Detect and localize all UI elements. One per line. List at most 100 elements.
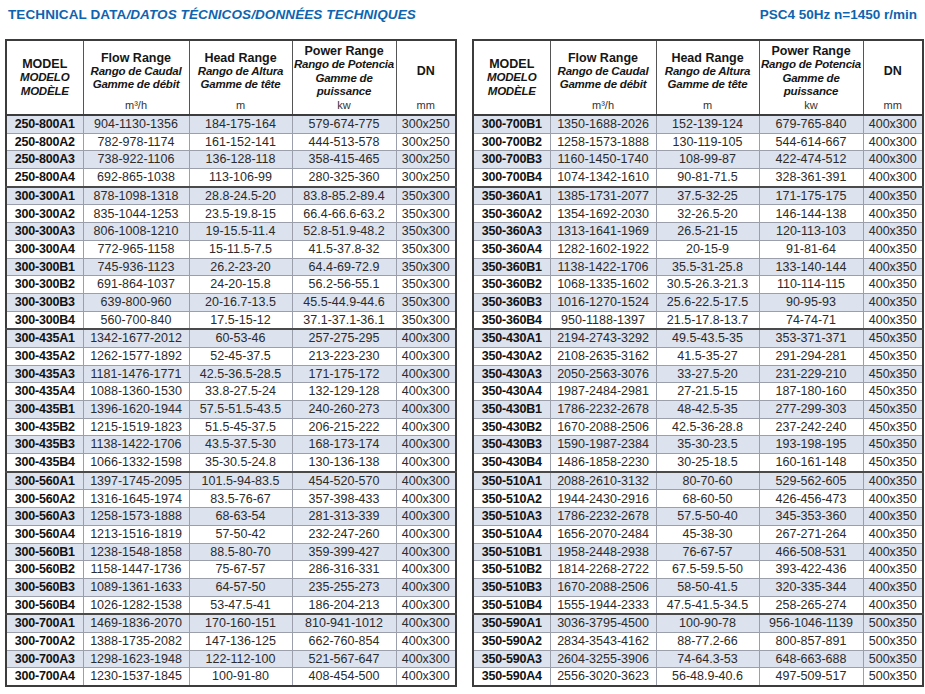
flow-cell: 772-965-1158 bbox=[83, 240, 189, 258]
power-cell: 232-247-260 bbox=[292, 525, 396, 543]
head-column-header: Head Range Rango de Altura Gamme de tête… bbox=[189, 40, 292, 115]
flow-cell: 692-865-1038 bbox=[83, 169, 189, 187]
dn-cell: 300x250 bbox=[396, 169, 456, 187]
power-cell: 291-294-281 bbox=[759, 347, 863, 365]
dn-cell: 450x350 bbox=[863, 383, 923, 401]
power-cell: 74-74-71 bbox=[759, 311, 863, 329]
flow-cell: 1354-1692-2030 bbox=[550, 205, 656, 223]
dn-cell: 400x350 bbox=[863, 187, 923, 205]
model-cell: 300-560A4 bbox=[6, 525, 83, 543]
table-row: 300-560B11238-1548-185888.5-80-70359-399… bbox=[6, 543, 456, 561]
power-cell: 168-173-174 bbox=[292, 436, 396, 454]
table-row: 350-430A22108-2635-316241.5-35-27291-294… bbox=[473, 347, 923, 365]
table-row: 350-360B31016-1270-152425.6-22.5-17.590-… bbox=[473, 293, 923, 311]
page-title: TECHNICAL DATA/DATOS TÉCNICOS/DONNÉES TE… bbox=[8, 7, 416, 22]
power-cell: 146-144-138 bbox=[759, 205, 863, 223]
power-cell: 235-255-273 bbox=[292, 578, 396, 596]
dn-cell: 400x300 bbox=[396, 347, 456, 365]
page-header: TECHNICAL DATA/DATOS TÉCNICOS/DONNÉES TE… bbox=[0, 0, 925, 22]
power-cell: 444-513-578 bbox=[292, 133, 396, 151]
power-cell: 90-95-93 bbox=[759, 293, 863, 311]
dn-cell: 350x300 bbox=[396, 276, 456, 294]
power-column-header: Power Range Rango de Potencia Gamme de p… bbox=[759, 40, 863, 115]
table-row: 350-510B11958-2448-293876-67-57466-508-5… bbox=[473, 543, 923, 561]
table-row: 350-590A32604-3255-390674-64.3-53648-663… bbox=[473, 650, 923, 668]
head-cell: 68-60-50 bbox=[656, 490, 759, 508]
head-cell: 49.5-43.5-35 bbox=[656, 329, 759, 347]
flow-cell: 950-1188-1397 bbox=[550, 311, 656, 329]
model-cell: 300-700B2 bbox=[473, 133, 550, 151]
flow-header-fr: Gamme de débit bbox=[551, 78, 656, 91]
table-row: 350-510B21814-2268-272267.5-59.5-50393-4… bbox=[473, 561, 923, 579]
table-row: 350-360A21354-1692-203032-26.5-20146-144… bbox=[473, 205, 923, 223]
table-row: 300-560A21316-1645-197483.5-76-67357-398… bbox=[6, 490, 456, 508]
model-cell: 300-700A3 bbox=[6, 650, 83, 668]
power-cell: 679-765-840 bbox=[759, 115, 863, 133]
power-cell: 52.8-51.9-48.2 bbox=[292, 223, 396, 241]
table-row: 300-560B31089-1361-163364-57-50235-255-2… bbox=[6, 578, 456, 596]
model-cell: 300-435B4 bbox=[6, 454, 83, 472]
model-cell: 350-590A3 bbox=[473, 650, 550, 668]
dn-cell: 400x300 bbox=[396, 365, 456, 383]
head-cell: 67.5-59.5-50 bbox=[656, 561, 759, 579]
flow-cell: 1258-1573-1888 bbox=[83, 508, 189, 526]
flow-cell: 1313-1641-1969 bbox=[550, 223, 656, 241]
dn-column-header: DN mm bbox=[396, 40, 456, 115]
head-cell: 100-91-80 bbox=[189, 668, 292, 686]
head-cell: 100-90-78 bbox=[656, 614, 759, 632]
head-cell: 19-15.5-11.4 bbox=[189, 223, 292, 241]
model-header-fr: MODÈLE bbox=[7, 85, 83, 98]
head-cell: 20-16.7-13.5 bbox=[189, 293, 292, 311]
table-row: 300-300B4560-700-84017.5-15-1237.1-37.1-… bbox=[6, 311, 456, 329]
dn-cell: 400x300 bbox=[396, 614, 456, 632]
flow-cell: 1396-1620-1944 bbox=[83, 401, 189, 419]
flow-cell: 1158-1447-1736 bbox=[83, 561, 189, 579]
model-cell: 350-360A2 bbox=[473, 205, 550, 223]
table-row: 350-430B41486-1858-223030-25-18.5160-161… bbox=[473, 454, 923, 472]
power-header-es: Rango de Potencia bbox=[760, 58, 863, 71]
dn-cell: 500x350 bbox=[863, 650, 923, 668]
table-row: 300-700A41230-1537-1845100-91-80408-454-… bbox=[6, 668, 456, 686]
table-row: 300-700B31160-1450-1740108-99-87422-474-… bbox=[473, 151, 923, 169]
dn-cell: 450x350 bbox=[863, 418, 923, 436]
power-cell: 529-562-605 bbox=[759, 472, 863, 490]
head-cell: 108-99-87 bbox=[656, 151, 759, 169]
model-cell: 350-430B1 bbox=[473, 401, 550, 419]
dn-cell: 400x350 bbox=[863, 543, 923, 561]
model-cell: 350-510A3 bbox=[473, 508, 550, 526]
flow-unit: m³/h bbox=[84, 99, 189, 112]
flow-cell: 1388-1735-2082 bbox=[83, 632, 189, 650]
table-row: 300-435B21215-1519-182351.5-45-37.5206-2… bbox=[6, 418, 456, 436]
power-cell: 45.5-44.9-44.6 bbox=[292, 293, 396, 311]
head-cell: 52-45-37.5 bbox=[189, 347, 292, 365]
flow-cell: 1656-2070-2484 bbox=[550, 525, 656, 543]
dn-header: DN bbox=[864, 64, 923, 78]
power-cell: 193-198-195 bbox=[759, 436, 863, 454]
table-row: 350-510A21944-2430-291668-60-50426-456-4… bbox=[473, 490, 923, 508]
dn-cell: 400x300 bbox=[396, 632, 456, 650]
table-row: 300-700B21258-1573-1888130-119-105544-61… bbox=[473, 133, 923, 151]
flow-header-es: Rango de Caudal bbox=[84, 65, 189, 78]
flow-cell: 560-700-840 bbox=[83, 311, 189, 329]
flow-cell: 1088-1360-1530 bbox=[83, 383, 189, 401]
dn-cell: 400x350 bbox=[863, 561, 923, 579]
flow-cell: 806-1008-1210 bbox=[83, 223, 189, 241]
table-row: 250-800A3738-922-1106136-128-118358-415-… bbox=[6, 151, 456, 169]
flow-cell: 1397-1745-2095 bbox=[83, 472, 189, 490]
dn-cell: 400x300 bbox=[396, 525, 456, 543]
dn-cell: 400x350 bbox=[863, 223, 923, 241]
head-cell: 64-57-50 bbox=[189, 578, 292, 596]
power-header-en: Power Range bbox=[760, 44, 863, 58]
head-cell: 53-47.5-41 bbox=[189, 596, 292, 614]
flow-cell: 1486-1858-2230 bbox=[550, 454, 656, 472]
head-header-es: Rango de Altura bbox=[190, 65, 292, 78]
flow-cell: 1213-1516-1819 bbox=[83, 525, 189, 543]
table-row: 300-300B3639-800-96020-16.7-13.545.5-44.… bbox=[6, 293, 456, 311]
model-cell: 350-430A4 bbox=[473, 383, 550, 401]
power-cell: 237-242-240 bbox=[759, 418, 863, 436]
dn-cell: 400x300 bbox=[863, 169, 923, 187]
power-cell: 64.4-69-72.9 bbox=[292, 258, 396, 276]
model-cell: 300-435B3 bbox=[6, 436, 83, 454]
dn-cell: 450x350 bbox=[863, 436, 923, 454]
power-cell: 357-398-433 bbox=[292, 490, 396, 508]
